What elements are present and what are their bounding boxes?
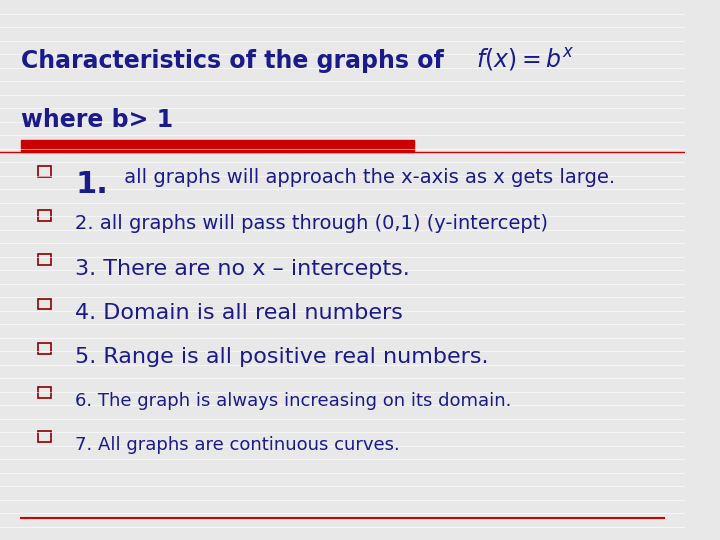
Text: $f(x) = b^x$: $f(x) = b^x$ [476, 46, 575, 73]
Text: 3. There are no x – intercepts.: 3. There are no x – intercepts. [76, 259, 410, 279]
Text: 2. all graphs will pass through (0,1) (y-intercept): 2. all graphs will pass through (0,1) (y… [76, 214, 549, 233]
Text: 5. Range is all positive real numbers.: 5. Range is all positive real numbers. [76, 347, 489, 367]
Bar [37, 299, 51, 309]
Text: where b> 1: where b> 1 [21, 108, 173, 132]
Bar [37, 387, 51, 398]
Text: 6. The graph is always increasing on its domain.: 6. The graph is always increasing on its… [76, 392, 512, 409]
Text: 7. All graphs are continuous curves.: 7. All graphs are continuous curves. [76, 436, 400, 454]
Bar [37, 210, 51, 221]
Bar [37, 343, 51, 354]
Bar [37, 254, 51, 265]
Bar [21, 140, 415, 152]
Text: 1.: 1. [76, 170, 108, 199]
Text: Characteristics of the graphs of: Characteristics of the graphs of [21, 49, 444, 72]
Bar [37, 166, 51, 177]
Text: all graphs will approach the x-axis as x gets large.: all graphs will approach the x-axis as x… [118, 168, 615, 187]
Bar [37, 431, 51, 442]
Text: 4. Domain is all real numbers: 4. Domain is all real numbers [76, 303, 403, 323]
